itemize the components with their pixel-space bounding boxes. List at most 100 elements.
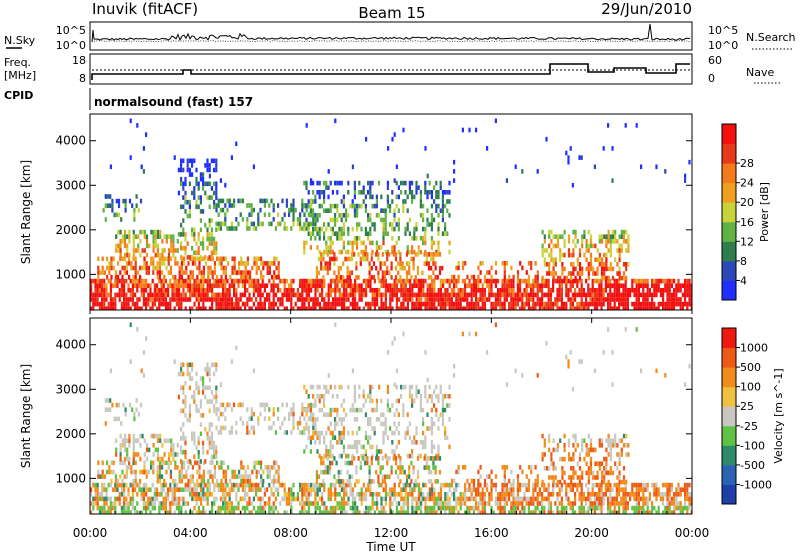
power-cell: [657, 283, 660, 288]
power-cell: [233, 288, 236, 293]
power-cell: [633, 278, 636, 284]
velocity-cell: [241, 402, 244, 408]
velocity-cell: [152, 460, 155, 466]
velocity-cell: [171, 496, 174, 502]
velocity-cell: [314, 440, 317, 445]
velocity-cell: [523, 492, 526, 497]
power-cell: [138, 278, 141, 284]
power-cell: [602, 292, 605, 298]
velocity-cell: [373, 492, 376, 497]
velocity-cell: [250, 510, 253, 514]
power-cell: [466, 283, 469, 288]
power-cell: [422, 217, 425, 223]
power-cell: [353, 203, 356, 209]
velocity-cell: [145, 487, 148, 492]
power-cell: [600, 262, 604, 267]
power-cell: [580, 306, 583, 310]
velocity-cell: [127, 492, 130, 497]
power-cell: [134, 256, 137, 262]
power-cell: [437, 288, 440, 293]
power-cell: [651, 297, 654, 302]
power-cell: [635, 301, 638, 307]
power-cell: [253, 256, 256, 262]
power-cell: [288, 288, 291, 293]
power-cell: [199, 176, 202, 182]
velocity-cell: [329, 444, 332, 450]
power-cell: [416, 265, 420, 271]
power-cell: [222, 283, 225, 288]
velocity-cell: [257, 510, 260, 514]
power-cell: [314, 297, 317, 302]
power-cell: [169, 306, 172, 310]
velocity-cell: [314, 492, 317, 497]
velocity-cell: [90, 492, 93, 497]
velocity-cell: [182, 371, 185, 377]
power-cell: [525, 292, 528, 298]
power-cell: [455, 283, 458, 288]
power-cell: [365, 288, 368, 293]
power-cell: [230, 203, 233, 208]
power-cell: [587, 306, 590, 310]
velocity-cell: [340, 384, 343, 390]
power-cell: [320, 261, 323, 266]
power-cell: [208, 283, 211, 288]
velocity-cell: [558, 501, 561, 506]
power-cell: [364, 208, 367, 213]
power-cell: [422, 283, 425, 288]
power-cell: [310, 306, 313, 310]
velocity-cell: [417, 492, 420, 497]
power-cell: [206, 195, 209, 200]
velocity-cell: [633, 510, 636, 514]
velocity-cell: [145, 456, 149, 462]
velocity-cell: [257, 482, 260, 488]
power-cell: [248, 212, 251, 217]
power-cell: [150, 256, 153, 262]
power-cell: [415, 297, 418, 302]
power-cell: [408, 261, 411, 266]
velocity-cell: [273, 478, 276, 484]
velocity-cell: [209, 460, 212, 466]
velocity-cell: [305, 426, 308, 431]
velocity-cell: [578, 510, 581, 514]
velocity-cell: [629, 496, 632, 502]
power-cell: [409, 292, 412, 298]
power-cell: [316, 301, 319, 307]
power-cell: [326, 270, 329, 276]
power-cell: [442, 301, 445, 307]
power-cell: [561, 262, 564, 267]
velocity-cell: [558, 510, 561, 514]
power-cell: [231, 256, 234, 262]
power-cell: [512, 274, 515, 280]
power-cell: [111, 198, 114, 204]
velocity-cell: [514, 505, 517, 511]
power-cell: [123, 283, 126, 288]
velocity-cell: [545, 496, 548, 502]
power-cell: [572, 229, 575, 235]
velocity-cell: [156, 492, 159, 497]
velocity-cell: [175, 487, 178, 492]
power-cell: [160, 301, 163, 307]
velocity-cell: [272, 505, 275, 511]
velocity-cell: [120, 487, 123, 492]
velocity-cell: [222, 505, 225, 511]
power-cell: [670, 301, 673, 307]
velocity-cell: [248, 416, 251, 421]
power-cell: [401, 265, 404, 271]
velocity-cell: [345, 412, 348, 417]
velocity-cell: [213, 408, 216, 414]
power-cell: [453, 283, 456, 288]
power-cell: [521, 306, 524, 310]
power-cell: [303, 212, 306, 217]
power-cell: [164, 297, 167, 302]
power-cell: [206, 158, 209, 164]
power-cell: [373, 222, 376, 227]
velocity-cell: [257, 496, 260, 502]
velocity-cell: [620, 501, 623, 506]
power-cell: [237, 283, 240, 288]
power-cell: [453, 301, 456, 307]
velocity-cell: [142, 482, 145, 488]
velocity-cell: [178, 510, 181, 514]
power-cell: [607, 266, 610, 272]
power-cell: [424, 240, 427, 246]
power-cell: [428, 222, 431, 227]
